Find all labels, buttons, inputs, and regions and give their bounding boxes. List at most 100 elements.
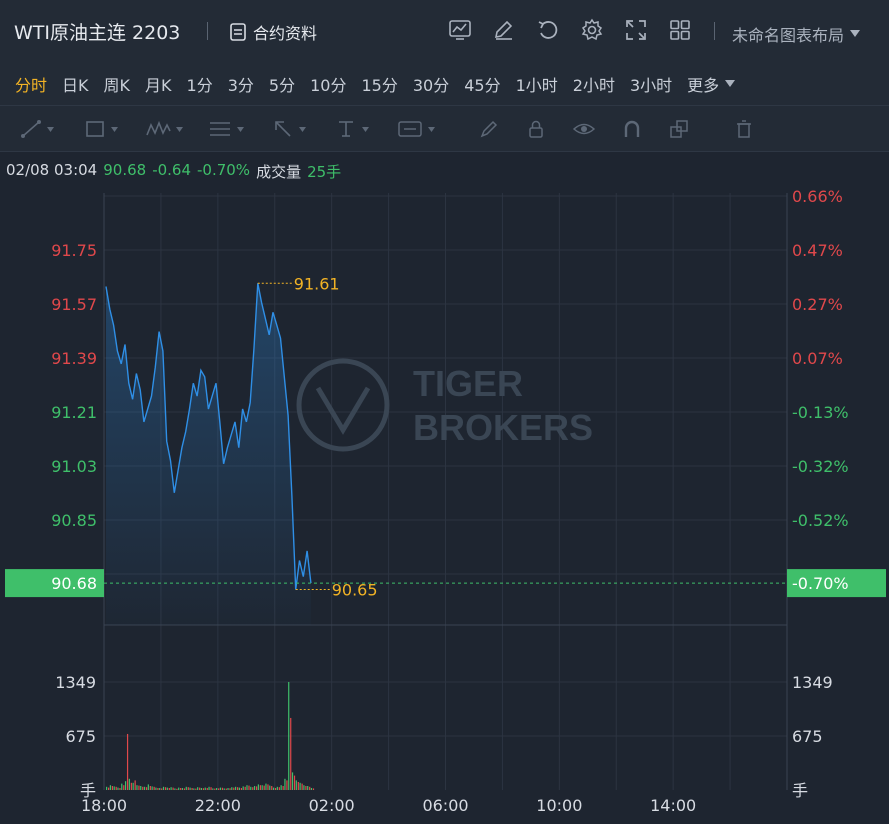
gear-icon[interactable]	[578, 16, 606, 44]
volume-bar-down	[255, 786, 258, 790]
tab-period-10[interactable]: 45分	[464, 75, 501, 95]
volume-axis-label: 1349	[55, 673, 96, 692]
current-price-badge-right	[787, 569, 886, 598]
tab-period-0[interactable]: 分时	[15, 75, 48, 95]
volume-bar-down	[176, 788, 178, 790]
fullscreen-icon[interactable]	[622, 16, 650, 44]
volume-bar-up	[117, 787, 119, 790]
volume-bar-down	[297, 781, 299, 790]
layout-name-label: 未命名图表布局	[732, 26, 845, 45]
header-toolbar	[446, 16, 694, 44]
document-icon	[230, 23, 246, 41]
volume-bar-up	[113, 786, 115, 790]
pct-axis-label: 0.47%	[792, 241, 843, 260]
volume-bar-up	[310, 787, 313, 790]
brush-tool[interactable]	[478, 118, 500, 140]
tab-period-1[interactable]: 日K	[62, 75, 89, 95]
rectangle-tool[interactable]	[84, 118, 118, 140]
fib-tool[interactable]	[208, 118, 244, 140]
volume-bar-up	[159, 787, 161, 790]
pct-axis-label: 0.27%	[792, 295, 843, 314]
indicator-icon[interactable]	[446, 16, 474, 44]
edit-icon[interactable]	[490, 16, 518, 44]
period-tabs: 分时 日K 周K 月K 1分 3分 5分 10分 15分 30分 45分 1小时…	[0, 62, 889, 106]
volume-bar-down	[199, 787, 201, 790]
time-axis-label: 02:00	[309, 796, 355, 815]
volume-bar-up	[132, 782, 134, 790]
volume-axis-label: 手	[792, 781, 808, 800]
drawing-toolbar	[0, 106, 889, 152]
volume-bar-down	[111, 785, 113, 790]
time-axis-label: 22:00	[195, 796, 241, 815]
high-low-markers: 91.61 90.65	[257, 274, 378, 600]
volume-bar-down	[237, 787, 239, 790]
pct-axis-label: -0.13%	[792, 403, 849, 422]
clone-tool[interactable]	[668, 118, 690, 140]
volume-bar-up	[128, 778, 130, 790]
tab-period-8[interactable]: 15分	[361, 75, 398, 95]
volume-bar-up	[223, 788, 225, 790]
label-tool[interactable]	[397, 118, 435, 140]
volume-bar-up	[136, 785, 138, 790]
chart-axes: 91.75 91.57 91.39 91.21 91.03 90.85 0.66% 0.47%…	[5, 187, 886, 815]
delete-tool[interactable]	[734, 118, 754, 140]
magnet-tool[interactable]	[622, 118, 642, 140]
volume-bar-up	[124, 781, 127, 790]
current-price-right-label: -0.70%	[792, 574, 849, 593]
volume-bar-up	[284, 778, 286, 790]
volume-bar-down	[248, 785, 250, 790]
high-marker-label: 91.61	[294, 274, 340, 293]
lock-tool[interactable]	[526, 118, 546, 140]
quote-datetime: 02/08 03:04	[6, 161, 98, 179]
tab-period-3[interactable]: 月K	[145, 75, 172, 95]
volume-bar-down	[210, 787, 212, 790]
volume-bar-up	[261, 785, 263, 790]
price-axis-label: 91.57	[51, 295, 97, 314]
pct-axis-label: 0.07%	[792, 349, 843, 368]
volume-bar-down	[115, 786, 117, 790]
layout-selector[interactable]: 未命名图表布局	[732, 22, 861, 46]
volume-bar-down	[233, 787, 235, 790]
tab-period-5[interactable]: 3分	[227, 75, 254, 95]
layout-grid-icon[interactable]	[666, 16, 694, 44]
tab-period-7[interactable]: 10分	[310, 75, 347, 95]
instrument-title[interactable]: WTI原油主连 2203	[14, 22, 181, 44]
volume-axis-label: 675	[65, 727, 96, 746]
tab-period-13[interactable]: 3小时	[629, 75, 673, 95]
tab-period-2[interactable]: 周K	[103, 75, 131, 95]
caret-down-icon	[299, 126, 306, 132]
volume-bar-down	[290, 717, 292, 790]
tab-period-11[interactable]: 1小时	[515, 75, 558, 95]
volume-bar-down	[274, 787, 277, 790]
quote-info-line: 02/08 03:04 90.68 -0.64 -0.70% 成交量 25手	[6, 161, 341, 182]
volume-bar-down	[123, 785, 125, 790]
text-line-tool[interactable]	[335, 118, 369, 140]
volume-bar-down	[161, 788, 163, 790]
volume-axis-label: 手	[80, 781, 96, 800]
contract-info-button[interactable]: 合约资料	[229, 20, 317, 44]
arrow-icon	[275, 121, 291, 137]
tab-period-12[interactable]: 2小时	[572, 75, 615, 95]
volume-bar-down	[221, 787, 224, 790]
tab-period-9[interactable]: 30分	[412, 75, 450, 95]
quote-change-pct: -0.70%	[197, 161, 251, 179]
volume-bar-up	[227, 787, 229, 790]
volume-bar-down	[164, 787, 167, 790]
header-bar: WTI原油主连 2203 合约资料 未命名图表布局	[0, 0, 889, 62]
undo-icon[interactable]	[534, 16, 562, 44]
visibility-tool[interactable]	[572, 118, 596, 140]
volume-bar-up	[288, 682, 290, 790]
tab-period-6[interactable]: 5分	[268, 75, 296, 95]
watermark-line1: TIGER	[413, 363, 523, 404]
volume-bar-up	[272, 787, 275, 790]
more-label: 更多	[687, 75, 720, 95]
more-periods-button[interactable]: 更多	[687, 72, 736, 96]
volume-bar-down	[168, 787, 170, 790]
pattern-tool[interactable]	[145, 118, 183, 140]
tab-period-4[interactable]: 1分	[186, 75, 213, 95]
arrow-tool[interactable]	[272, 118, 306, 140]
trendline-tool[interactable]	[20, 118, 54, 140]
volume-bar-up	[204, 787, 206, 790]
volume-bar-up	[307, 785, 309, 790]
